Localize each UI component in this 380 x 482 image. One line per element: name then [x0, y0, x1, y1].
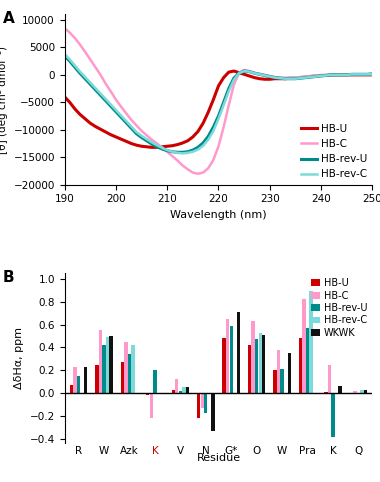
Bar: [106, 337, 109, 393]
Bar: [302, 299, 306, 393]
HB-rev-C: [370, 71, 375, 77]
HB-U: [237, 70, 241, 76]
Bar: [186, 388, 189, 393]
Bar: [128, 354, 131, 393]
Bar: [299, 338, 302, 393]
HB-U: [339, 72, 344, 78]
Bar: [95, 364, 98, 393]
HB-rev-U: [231, 75, 236, 81]
HB-C: [170, 153, 175, 159]
Bar: [364, 390, 367, 393]
Bar: [360, 390, 364, 393]
Bar: [230, 326, 233, 393]
Bar: [309, 292, 313, 393]
HB-rev-C: [231, 77, 236, 83]
Bar: [277, 350, 280, 393]
Bar: [171, 390, 175, 393]
Line: HB-U: HB-U: [65, 71, 372, 147]
Bar: [77, 376, 80, 393]
HB-C: [370, 72, 375, 78]
X-axis label: Wavelength (nm): Wavelength (nm): [170, 210, 267, 220]
Line: HB-rev-U: HB-rev-U: [65, 55, 372, 152]
Bar: [353, 391, 356, 393]
Bar: [248, 345, 251, 393]
Bar: [339, 386, 342, 393]
Bar: [288, 353, 291, 393]
HB-rev-U: [62, 53, 67, 58]
HB-C: [196, 171, 200, 176]
Line: HB-rev-C: HB-rev-C: [65, 54, 372, 153]
Bar: [102, 345, 106, 393]
Legend: HB-U, HB-C, HB-rev-U, HB-rev-C: HB-U, HB-C, HB-rev-U, HB-rev-C: [301, 124, 367, 179]
HB-rev-U: [134, 131, 139, 136]
Text: B: B: [3, 270, 15, 285]
Bar: [99, 330, 102, 393]
Bar: [280, 369, 284, 393]
HB-U: [231, 68, 236, 74]
Bar: [175, 379, 179, 393]
HB-rev-U: [334, 72, 339, 78]
HB-rev-U: [124, 120, 128, 125]
Bar: [252, 321, 255, 393]
Bar: [201, 393, 204, 408]
Bar: [197, 393, 200, 418]
Bar: [179, 391, 182, 393]
HB-C: [62, 25, 67, 31]
Bar: [131, 345, 135, 393]
HB-rev-C: [134, 129, 139, 135]
Bar: [262, 335, 266, 393]
HB-C: [124, 110, 128, 116]
Bar: [222, 338, 226, 393]
Bar: [73, 367, 77, 393]
HB-U: [150, 145, 154, 150]
Bar: [153, 370, 157, 393]
Text: A: A: [3, 11, 15, 26]
HB-U: [62, 94, 67, 100]
HB-rev-U: [252, 70, 257, 76]
Bar: [146, 393, 149, 395]
HB-rev-U: [370, 71, 375, 77]
HB-U: [134, 142, 139, 148]
HB-rev-C: [180, 150, 185, 156]
HB-U: [370, 72, 375, 78]
HB-rev-C: [124, 118, 128, 124]
Bar: [324, 392, 328, 393]
HB-C: [231, 82, 236, 88]
HB-C: [252, 70, 257, 76]
Y-axis label: ΔδHα, ppm: ΔδHα, ppm: [14, 327, 24, 389]
Bar: [121, 362, 124, 393]
Bar: [226, 319, 229, 393]
HB-C: [334, 72, 339, 78]
HB-U: [257, 76, 262, 81]
HB-C: [134, 122, 139, 128]
Bar: [237, 312, 240, 393]
Bar: [273, 370, 277, 393]
HB-U: [175, 142, 180, 147]
Line: HB-C: HB-C: [65, 28, 372, 174]
HB-U: [124, 138, 128, 144]
Text: Residue: Residue: [196, 453, 241, 463]
HB-rev-U: [175, 149, 180, 155]
Bar: [124, 342, 128, 393]
Bar: [109, 336, 113, 393]
HB-rev-C: [252, 70, 257, 76]
HB-rev-U: [170, 149, 175, 155]
Bar: [258, 333, 262, 393]
HB-rev-C: [334, 72, 339, 78]
Bar: [150, 393, 153, 418]
Bar: [350, 393, 353, 394]
Bar: [70, 385, 73, 393]
Bar: [328, 364, 331, 393]
HB-rev-C: [62, 51, 67, 57]
Bar: [211, 393, 215, 431]
Bar: [84, 367, 87, 393]
Bar: [204, 393, 207, 413]
Bar: [306, 328, 309, 393]
Bar: [331, 393, 335, 437]
Legend: HB-U, HB-C, HB-rev-U, HB-rev-C, WKWK: HB-U, HB-C, HB-rev-U, HB-rev-C, WKWK: [311, 278, 367, 338]
Y-axis label: [θ] (deg cm² dmol⁻¹): [θ] (deg cm² dmol⁻¹): [0, 46, 8, 154]
Bar: [255, 339, 258, 393]
Bar: [182, 388, 185, 393]
HB-rev-C: [170, 149, 175, 155]
